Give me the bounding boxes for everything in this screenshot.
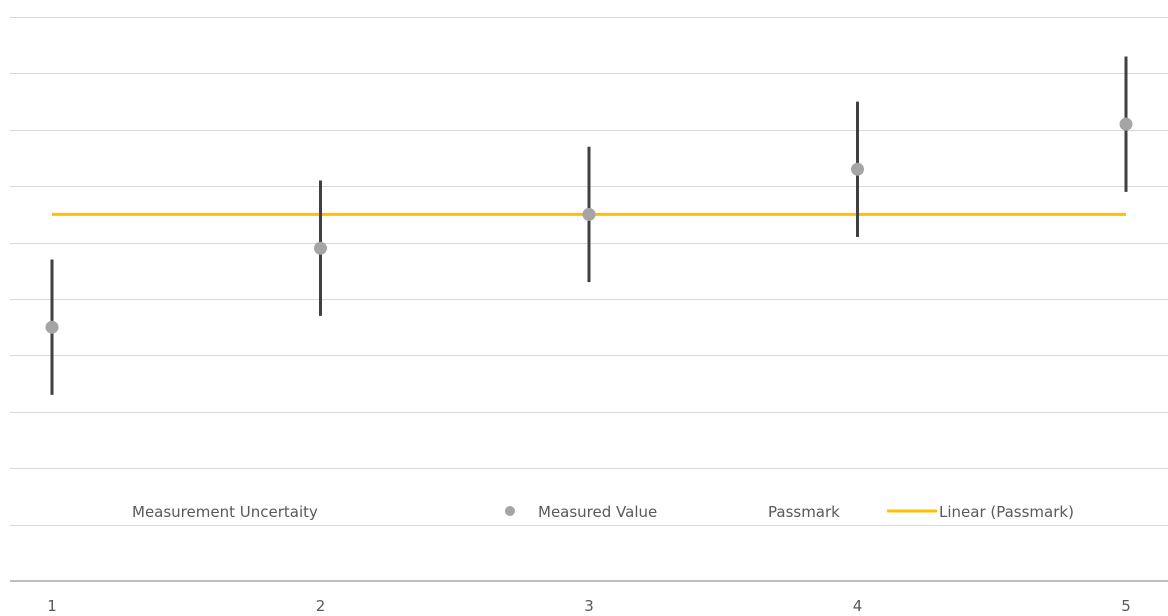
x-tick-label: 2 — [316, 597, 326, 615]
data-point — [314, 241, 327, 255]
legend-label-measured: Measured Value — [538, 503, 657, 521]
legend-label-linear-passmark: Linear (Passmark) — [939, 503, 1074, 521]
data-point — [851, 162, 864, 176]
legend-label-uncertainty: Measurement Uncertaity — [132, 503, 318, 521]
x-tick-label: 4 — [853, 597, 863, 615]
data-point — [582, 207, 596, 221]
legend-label-passmark: Passmark — [768, 503, 840, 521]
x-tick-label: 3 — [584, 597, 594, 615]
measured-points — [45, 117, 1133, 334]
legend: Measurement Uncertaity Measured Value Pa… — [132, 503, 1074, 521]
x-tick-label: 1 — [47, 597, 57, 615]
error-bars — [50, 56, 1128, 395]
x-tick-label: 5 — [1121, 597, 1131, 615]
x-tick-labels: 1 2 3 4 5 — [47, 597, 1131, 615]
data-point — [1119, 117, 1133, 131]
data-point — [45, 320, 59, 334]
legend-marker-measured — [505, 506, 515, 516]
